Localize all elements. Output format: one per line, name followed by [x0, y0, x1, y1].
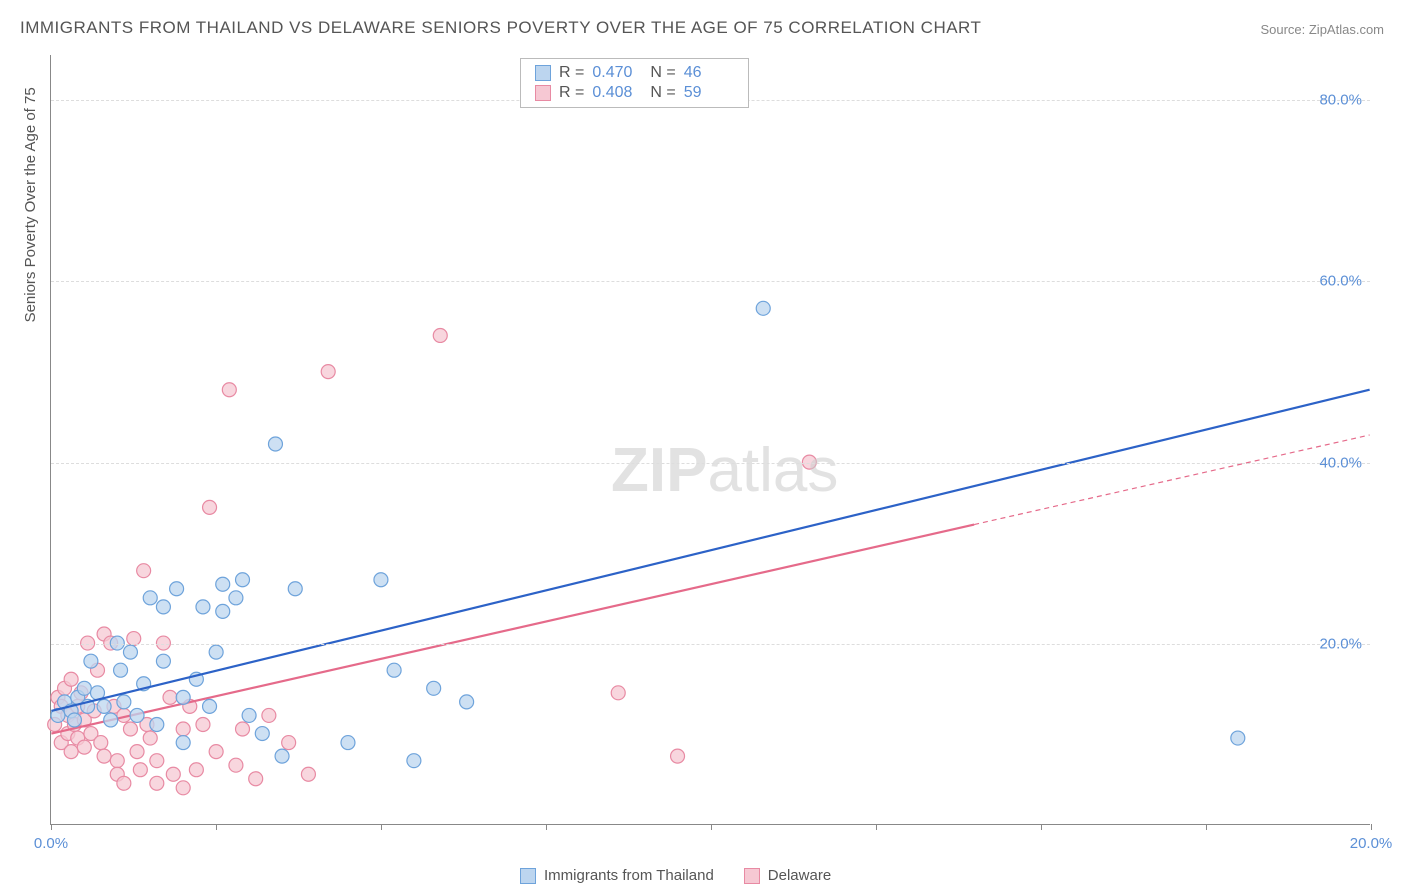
- x-tick-label: 0.0%: [34, 835, 68, 852]
- legend-swatch-1: [744, 868, 760, 884]
- y-tick-label: 20.0%: [1319, 635, 1362, 652]
- legend-label-1: Delaware: [768, 867, 831, 884]
- legend-swatch-0: [520, 868, 536, 884]
- stats-legend: R = 0.470 N = 46 R = 0.408 N = 59: [520, 58, 749, 108]
- x-tick-label: 20.0%: [1350, 835, 1393, 852]
- n-label-0: N =: [650, 64, 675, 82]
- y-axis-label: Seniors Poverty Over the Age of 75: [22, 87, 39, 322]
- n-val-0: 46: [684, 64, 734, 82]
- y-tick-label: 40.0%: [1319, 454, 1362, 471]
- swatch-0: [535, 65, 551, 81]
- stats-row-0: R = 0.470 N = 46: [535, 63, 734, 83]
- chart-container: IMMIGRANTS FROM THAILAND VS DELAWARE SEN…: [0, 0, 1406, 892]
- n-label-1: N =: [650, 84, 675, 102]
- y-tick-label: 60.0%: [1319, 273, 1362, 290]
- chart-title: IMMIGRANTS FROM THAILAND VS DELAWARE SEN…: [20, 18, 981, 38]
- stats-row-1: R = 0.408 N = 59: [535, 83, 734, 103]
- bottom-legend: Immigrants from Thailand Delaware: [520, 867, 831, 884]
- r-val-0: 0.470: [592, 64, 642, 82]
- r-label-0: R =: [559, 64, 584, 82]
- r-val-1: 0.408: [592, 84, 642, 102]
- legend-item-0: Immigrants from Thailand: [520, 867, 714, 884]
- chart-svg: [51, 55, 1370, 824]
- swatch-1: [535, 85, 551, 101]
- legend-item-1: Delaware: [744, 867, 831, 884]
- source-label: Source: ZipAtlas.com: [1260, 22, 1384, 37]
- plot-area: ZIPatlas 20.0%40.0%60.0%80.0%0.0%20.0%: [50, 55, 1370, 825]
- n-val-1: 59: [684, 84, 734, 102]
- r-label-1: R =: [559, 84, 584, 102]
- y-tick-label: 80.0%: [1319, 92, 1362, 109]
- legend-label-0: Immigrants from Thailand: [544, 867, 714, 884]
